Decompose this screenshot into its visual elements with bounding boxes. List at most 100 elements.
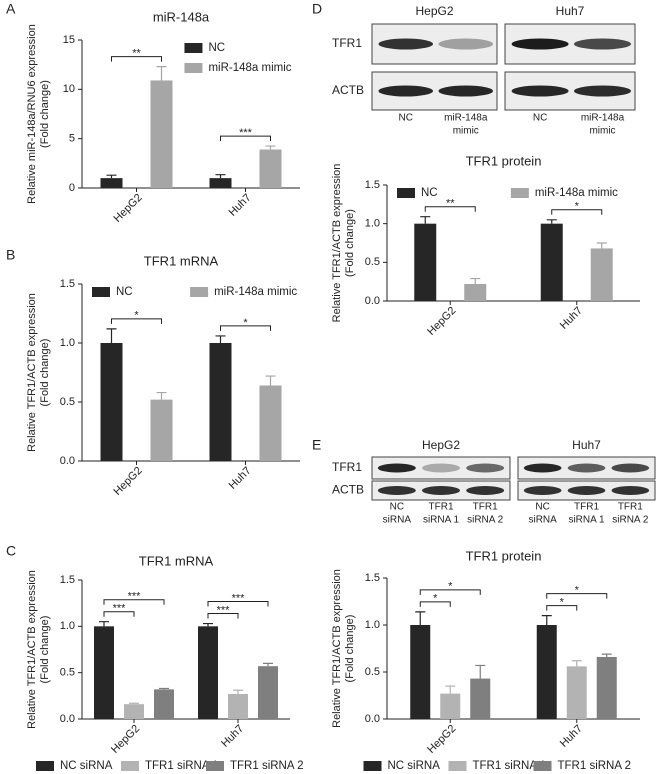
bar xyxy=(590,248,613,301)
blot-cell-label: HepG2 xyxy=(422,438,460,452)
panel-letter: A xyxy=(6,1,16,17)
blot-lane-label: mimic xyxy=(453,126,479,137)
blot-lane-label: siRNA 1 xyxy=(423,515,460,526)
blot-band xyxy=(438,85,493,97)
bar xyxy=(150,399,173,461)
blot-lane-label: siRNA 1 xyxy=(568,515,605,526)
error-bar xyxy=(420,216,431,224)
blot-band xyxy=(422,486,460,495)
legend-swatch xyxy=(190,287,209,297)
bar xyxy=(209,343,232,461)
blot-band xyxy=(422,463,460,473)
bar xyxy=(124,704,144,719)
significance-label: *** xyxy=(232,592,246,604)
chart-title: TFR1 mRNA xyxy=(144,253,219,268)
error-bar xyxy=(265,145,276,150)
significance-bracket xyxy=(220,325,271,331)
significance-label: *** xyxy=(217,604,231,616)
blot-band xyxy=(611,486,650,495)
bar xyxy=(566,666,587,719)
y-tick-label: 1.5 xyxy=(365,572,380,584)
bar xyxy=(94,626,114,719)
y-axis-label: (Fold change) xyxy=(344,615,356,683)
legend-swatch xyxy=(184,43,203,53)
blot-band xyxy=(466,463,505,473)
significance-bracket xyxy=(103,599,165,605)
y-axis-label: (Fold change) xyxy=(39,339,51,407)
significance-bracket xyxy=(424,206,476,212)
bar xyxy=(470,678,491,719)
error-bar xyxy=(129,702,139,705)
y-tick-label: 0 xyxy=(69,182,75,194)
error-bar xyxy=(470,277,481,284)
legend-swatch xyxy=(121,761,139,771)
legend-swatch xyxy=(206,761,224,771)
blot-cell-label: Huh7 xyxy=(572,438,601,452)
significance-label: *** xyxy=(113,603,127,615)
blot-band xyxy=(378,85,433,97)
blot-band xyxy=(377,486,416,495)
significance-label: * xyxy=(448,581,453,593)
blot-lane-label: miR-148a xyxy=(581,113,625,124)
panel-letter: D xyxy=(312,1,322,17)
error-bar xyxy=(156,66,167,81)
y-tick-label: 1.0 xyxy=(365,619,380,631)
blot-band xyxy=(567,486,606,495)
y-axis-label: (Fold change) xyxy=(39,616,51,684)
error-bar xyxy=(203,622,213,627)
blot-row-label: TFR1 xyxy=(332,36,362,50)
error-bar xyxy=(106,328,117,343)
blot-band xyxy=(466,486,505,495)
error-bar xyxy=(215,335,226,343)
significance-bracket xyxy=(551,209,603,215)
blot-lane-label: siRNA xyxy=(528,515,557,526)
error-bar xyxy=(233,689,243,694)
legend-label: miR-148a mimic xyxy=(535,187,618,199)
blot-lane-label: NC xyxy=(399,113,413,124)
bar xyxy=(228,693,248,719)
y-tick-label: 0.5 xyxy=(60,667,75,679)
legend-swatch xyxy=(36,761,54,771)
legend-label: NC xyxy=(421,187,438,199)
error-bar xyxy=(571,660,582,667)
bar xyxy=(209,178,232,188)
y-tick-label: 0.0 xyxy=(60,713,75,725)
significance-label: ** xyxy=(446,198,455,210)
blot-lane-label: siRNA xyxy=(383,515,412,526)
y-tick-label: 1.5 xyxy=(60,574,75,586)
blot-band xyxy=(378,38,433,50)
bar xyxy=(259,149,282,188)
legend-label: TFR1 siRNA 2 xyxy=(558,760,632,772)
bar xyxy=(100,178,123,188)
legend-label: TFR1 siRNA 1 xyxy=(145,760,219,772)
legend-swatch xyxy=(92,287,110,297)
error-bar xyxy=(475,664,486,679)
significance-label: * xyxy=(134,310,139,322)
legend-label: NC siRNA xyxy=(388,760,441,772)
y-tick-label: 10 xyxy=(63,83,75,95)
x-tick-label: Huh7 xyxy=(219,723,246,750)
x-tick-label: HepG2 xyxy=(109,723,142,756)
chart-title: TFR1 protein xyxy=(466,153,542,168)
legend-label: miR-148a mimic xyxy=(214,286,297,298)
legend-label: NC siRNA xyxy=(60,760,113,772)
legend-swatch xyxy=(397,188,415,198)
y-axis-label: Relative TFR1/ACTB expression xyxy=(331,569,343,728)
bar xyxy=(150,80,173,188)
blot-lane-label: NC xyxy=(390,502,404,513)
y-axis-label: Relative TFR1/ACTB expression xyxy=(26,293,38,452)
blot-band xyxy=(574,38,631,50)
y-tick-label: 1.5 xyxy=(60,278,75,290)
blot-band xyxy=(438,38,493,50)
y-tick-label: 0.5 xyxy=(365,666,380,678)
legend-label: NC xyxy=(208,42,225,54)
significance-bracket xyxy=(419,589,481,595)
significance-label: *** xyxy=(239,127,253,139)
blot-band xyxy=(511,85,569,97)
y-tick-label: 0.0 xyxy=(60,455,75,467)
blot-cell-label: HepG2 xyxy=(415,4,453,18)
legend-swatch xyxy=(363,761,382,771)
y-tick-label: 1.5 xyxy=(365,179,380,191)
